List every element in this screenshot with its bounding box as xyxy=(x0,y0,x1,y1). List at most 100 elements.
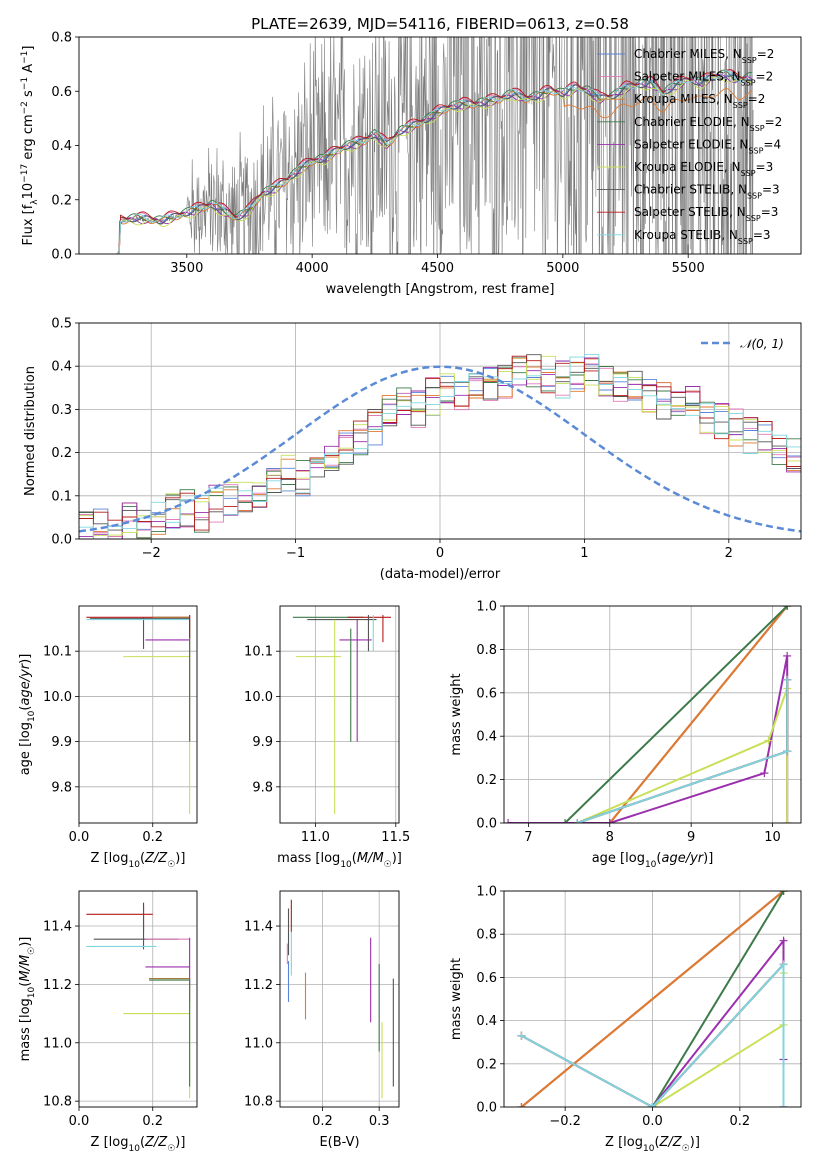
legend-entry: Chabrier MILES, NSSP=2 xyxy=(634,47,774,65)
y-axis-label: mass weight xyxy=(449,958,464,1040)
label-part: mass [log xyxy=(18,998,33,1061)
x-axis-label: E(B-V) xyxy=(319,1135,359,1150)
label-part: age/yr xyxy=(661,851,704,866)
y-tick-label: 0.4 xyxy=(476,730,497,745)
label-part: )] xyxy=(690,1135,700,1150)
legend-sub: SSP xyxy=(742,56,757,65)
label-part: Normed distribution xyxy=(23,366,38,496)
legend-text: Salpeter MILES, N xyxy=(634,70,741,84)
legend-sub: SSP xyxy=(750,123,765,132)
normal-curve xyxy=(79,365,801,533)
legend-sub: SSP xyxy=(733,101,748,110)
legend-rest: =3 xyxy=(756,160,774,174)
x-axis-label: Z [log10(Z/Z☉)] xyxy=(91,851,186,870)
x-axis-label: Z [log10(Z/Z☉)] xyxy=(91,1135,186,1154)
legend-rest: =2 xyxy=(748,92,766,106)
label-part: )] xyxy=(175,851,185,866)
label-part: age/yr xyxy=(18,662,33,705)
legend-text: Salpeter ELODIE, N xyxy=(634,137,748,151)
weight-line-chabrier-stelib xyxy=(576,679,789,823)
weight-line-kroupa-miles xyxy=(520,891,785,1107)
legend-entry: Chabrier STELIB, NSSP=3 xyxy=(634,183,780,201)
label-part: wavelength [Angstrom, rest frame] xyxy=(326,282,555,297)
legend-sub: SSP xyxy=(747,191,762,200)
histogram-salpeter-stelib xyxy=(79,355,801,531)
label-part: ( xyxy=(18,982,33,987)
legend-sub: SSP xyxy=(746,214,761,223)
panel-age-Z: 0.0 0.29.89.910.010.1Z [log10(Z/Z☉)]age [… xyxy=(18,605,198,870)
label-part: ☉ xyxy=(167,1144,175,1154)
label-part: 10 xyxy=(340,860,352,870)
x-tick-label: 8 xyxy=(606,830,614,845)
x-tick-label: 0.0 xyxy=(69,830,90,845)
label-part: 10 xyxy=(645,860,657,870)
label-part: mass [log xyxy=(277,851,340,866)
x-tick-label: 4500 xyxy=(421,261,454,276)
x-tick-label: 0.2 xyxy=(730,1114,751,1129)
label-part: Z/Z xyxy=(144,1135,168,1150)
weight-line-chabrier-elodie xyxy=(651,891,785,1107)
y-tick-label: 0.6 xyxy=(476,971,497,986)
label-part: ( xyxy=(352,851,357,866)
label-part: )] xyxy=(703,851,713,866)
label-part: 10 xyxy=(27,986,37,998)
label-part: 10 xyxy=(27,710,37,722)
x-tick-label: −1 xyxy=(286,546,305,561)
y-tick-label: 0.1 xyxy=(51,489,72,504)
axes-frame xyxy=(503,890,802,1108)
label-part: erg cm xyxy=(21,114,36,163)
axes-frame xyxy=(78,605,198,824)
legend-entry: Salpeter ELODIE, NSSP=4 xyxy=(634,137,781,155)
legend-entry: Salpeter MILES, NSSP=2 xyxy=(634,70,773,88)
label-part: ( xyxy=(140,851,145,866)
plot-area-weight-Z xyxy=(517,891,788,1107)
y-tick-label: 9.8 xyxy=(51,780,72,795)
x-tick-label: 0.2 xyxy=(142,830,163,845)
x-tick-label: 2 xyxy=(725,546,733,561)
legend-text: Kroupa STELIB, N xyxy=(634,228,738,242)
panel-spectrum: 3500 4000 4500 5000 5500 0.0 0.2 0.4 0.6 0.8 wavel… xyxy=(20,31,802,297)
model-line-kroupa-stelib xyxy=(118,70,753,253)
label-part: λ xyxy=(30,199,40,205)
legend-entry: Kroupa MILES, NSSP=2 xyxy=(634,92,765,110)
legend-text: Kroupa ELODIE, N xyxy=(634,160,741,174)
histogram-kroupa-elodie xyxy=(79,355,801,537)
x-tick-label: 11.0 xyxy=(301,830,330,845)
y-tick-label: 10.1 xyxy=(43,645,72,660)
legend-text: Salpeter STELIB, N xyxy=(634,205,746,219)
spectrum-x-label: wavelength [Angstrom, rest frame] xyxy=(326,282,555,297)
label-part: age [log xyxy=(592,851,645,866)
y-tick-label: 11.4 xyxy=(244,920,273,935)
x-tick-label: 4000 xyxy=(296,261,329,276)
label-part: −1 xyxy=(20,77,30,90)
legend-entry: Salpeter STELIB, NSSP=3 xyxy=(634,205,778,223)
panel-weight-age: 7 8 9 10 0.0 0.2 0.4 0.6 0.8 1.0 mass weight age [l… xyxy=(449,600,802,870)
y-tick-label: 0.0 xyxy=(51,248,72,263)
legend-sub: SSP xyxy=(738,236,753,245)
plot-area-residuals xyxy=(79,354,801,539)
y-tick-label: 10.0 xyxy=(244,690,273,705)
legend-rest: =4 xyxy=(763,137,781,151)
label-part: Z [log xyxy=(91,851,129,866)
y-tick-label: 0.0 xyxy=(476,1101,497,1116)
label-part: ( xyxy=(140,1135,145,1150)
plot-area-mass-Z xyxy=(86,902,191,1099)
legend-rest: =2 xyxy=(765,115,783,129)
weight-line-kroupa-stelib xyxy=(576,679,789,823)
y-tick-label: 0.2 xyxy=(476,1057,497,1072)
label-part: ☉ xyxy=(384,860,392,870)
weight-line-kroupa-elodie xyxy=(576,688,789,823)
label-part: ☉ xyxy=(682,1144,690,1154)
panel-age-mass: 11.0 11.5 9.8 9.9 10.0 10.1 mass [log10(M/M☉)] xyxy=(244,605,410,870)
axes-frame xyxy=(279,605,400,824)
weight-line-kroupa-stelib xyxy=(521,961,785,1107)
label-part: ] xyxy=(21,46,36,51)
legend-sub: SSP xyxy=(741,78,756,87)
legend-rest: =3 xyxy=(762,183,780,197)
axes-frame xyxy=(78,322,802,540)
y-tick-label: 11.2 xyxy=(244,978,273,993)
legend-entry: Kroupa ELODIE, NSSP=3 xyxy=(634,160,773,178)
y-tick-label: 0.2 xyxy=(476,773,497,788)
x-tick-label: −0.2 xyxy=(549,1114,581,1129)
axes-frame xyxy=(503,605,802,824)
